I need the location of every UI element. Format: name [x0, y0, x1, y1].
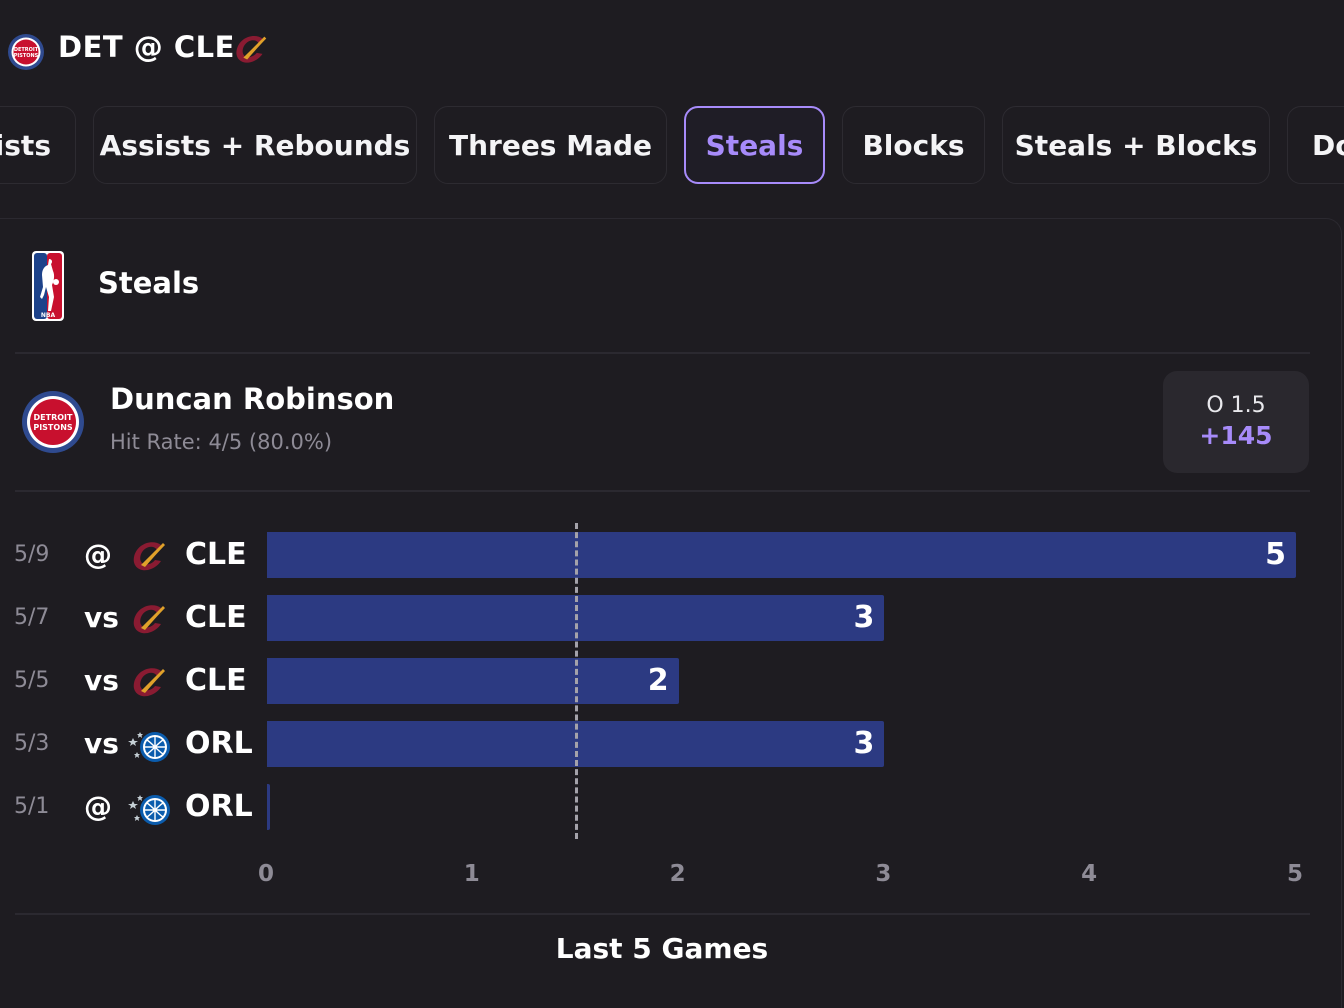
tab-assists[interactable]: ists: [0, 106, 76, 184]
tab-steals-blocks[interactable]: Steals + Blocks: [1002, 106, 1270, 184]
chart-footer: Last 5 Games: [555, 932, 769, 965]
odds-value: +145: [1199, 421, 1273, 450]
tab-label: Blocks: [862, 128, 965, 162]
opponent-name: ORL: [185, 726, 253, 761]
x-axis-tick-label: 4: [1081, 861, 1098, 887]
opponent-name: ORL: [185, 789, 253, 824]
tab-assists-rebounds[interactable]: Assists + Rebounds: [93, 106, 417, 184]
divider: [15, 913, 1310, 915]
home-away-indicator: vs: [84, 727, 119, 760]
chart-bar: [267, 784, 270, 830]
bar-value-label: 3: [853, 600, 875, 635]
svg-text:PISTONS: PISTONS: [33, 423, 73, 432]
opponent-name: CLE: [185, 537, 247, 572]
cleveland-cavaliers-logo-icon: [236, 35, 267, 63]
cleveland-cavaliers-logo-icon: [133, 605, 165, 634]
chart-bar: 2: [267, 658, 679, 704]
chart-row: 5/9 @ CLE 5: [0, 532, 1344, 582]
orlando-magic-logo-icon: [128, 795, 170, 825]
opponent-name: CLE: [185, 600, 247, 635]
nba-logo-icon: NBA: [32, 251, 64, 321]
game-title: DET @ CLE: [58, 30, 235, 64]
tab-double-double[interactable]: Do: [1287, 106, 1344, 184]
orlando-magic-logo-icon: [128, 732, 170, 762]
chart-row: 5/3 vs ORL 3: [0, 721, 1344, 771]
bar-value-label: 3: [853, 726, 875, 761]
tab-label: Assists + Rebounds: [99, 128, 411, 162]
cleveland-cavaliers-logo-icon: [133, 542, 165, 571]
home-away-indicator: vs: [84, 664, 119, 697]
chart-bar: 5: [267, 532, 1296, 578]
line-threshold-marker: [574, 523, 578, 839]
tab-label: Do: [1312, 128, 1344, 162]
game-date: 5/5: [14, 668, 50, 693]
bar-value-label: 2: [647, 663, 669, 698]
tab-label: Threes Made: [448, 128, 653, 162]
chart-row: 5/7 vs CLE 3: [0, 595, 1344, 645]
cleveland-cavaliers-logo-icon: [133, 668, 165, 697]
tab-threes-made[interactable]: Threes Made: [434, 106, 667, 184]
x-axis-tick-label: 5: [1286, 861, 1303, 887]
tab-label: Steals: [705, 128, 804, 162]
home-away-indicator: vs: [84, 601, 119, 634]
detroit-pistons-logo-icon: DETROIT PISTONS: [22, 391, 84, 453]
game-date: 5/3: [14, 731, 50, 756]
svg-text:NBA: NBA: [41, 312, 56, 319]
line-value: O 1.5: [1206, 393, 1266, 418]
home-away-indicator: @: [84, 538, 112, 571]
chart-row: 5/5 vs CLE 2: [0, 658, 1344, 708]
tab-label: ists: [0, 128, 51, 162]
tab-label: Steals + Blocks: [1014, 128, 1258, 162]
market-tabs: ists Assists + Rebounds Threes Made Stea…: [0, 106, 1344, 186]
game-date: 5/1: [14, 794, 50, 819]
svg-text:DETROIT: DETROIT: [14, 47, 39, 53]
prop-panel: [0, 218, 1342, 1008]
x-axis-tick-label: 3: [875, 861, 892, 887]
game-header: DETROIT PISTONS DET @ CLE: [0, 0, 1344, 100]
odds-button[interactable]: O 1.5 +145: [1163, 371, 1309, 473]
hit-rate: Hit Rate: 4/5 (80.0%): [110, 430, 333, 454]
tab-steals[interactable]: Steals: [684, 106, 825, 184]
bar-value-label: 5: [1265, 537, 1286, 572]
x-axis-tick-label: 2: [669, 861, 686, 887]
svg-text:PISTONS: PISTONS: [14, 53, 39, 59]
x-axis-tick-label: 0: [257, 861, 274, 887]
x-axis-tick-label: 1: [463, 861, 480, 887]
tab-blocks[interactable]: Blocks: [842, 106, 985, 184]
panel-title: Steals: [98, 266, 200, 300]
svg-text:DETROIT: DETROIT: [34, 413, 74, 422]
divider: [15, 490, 1310, 492]
player-name: Duncan Robinson: [110, 382, 395, 416]
opponent-name: CLE: [185, 663, 247, 698]
game-date: 5/7: [14, 605, 50, 630]
home-away-indicator: @: [84, 790, 112, 823]
divider: [15, 352, 1310, 354]
chart-row: 5/1 @ ORL: [0, 784, 1344, 834]
detroit-pistons-logo-icon: DETROIT PISTONS: [8, 34, 44, 70]
game-date: 5/9: [14, 542, 50, 567]
